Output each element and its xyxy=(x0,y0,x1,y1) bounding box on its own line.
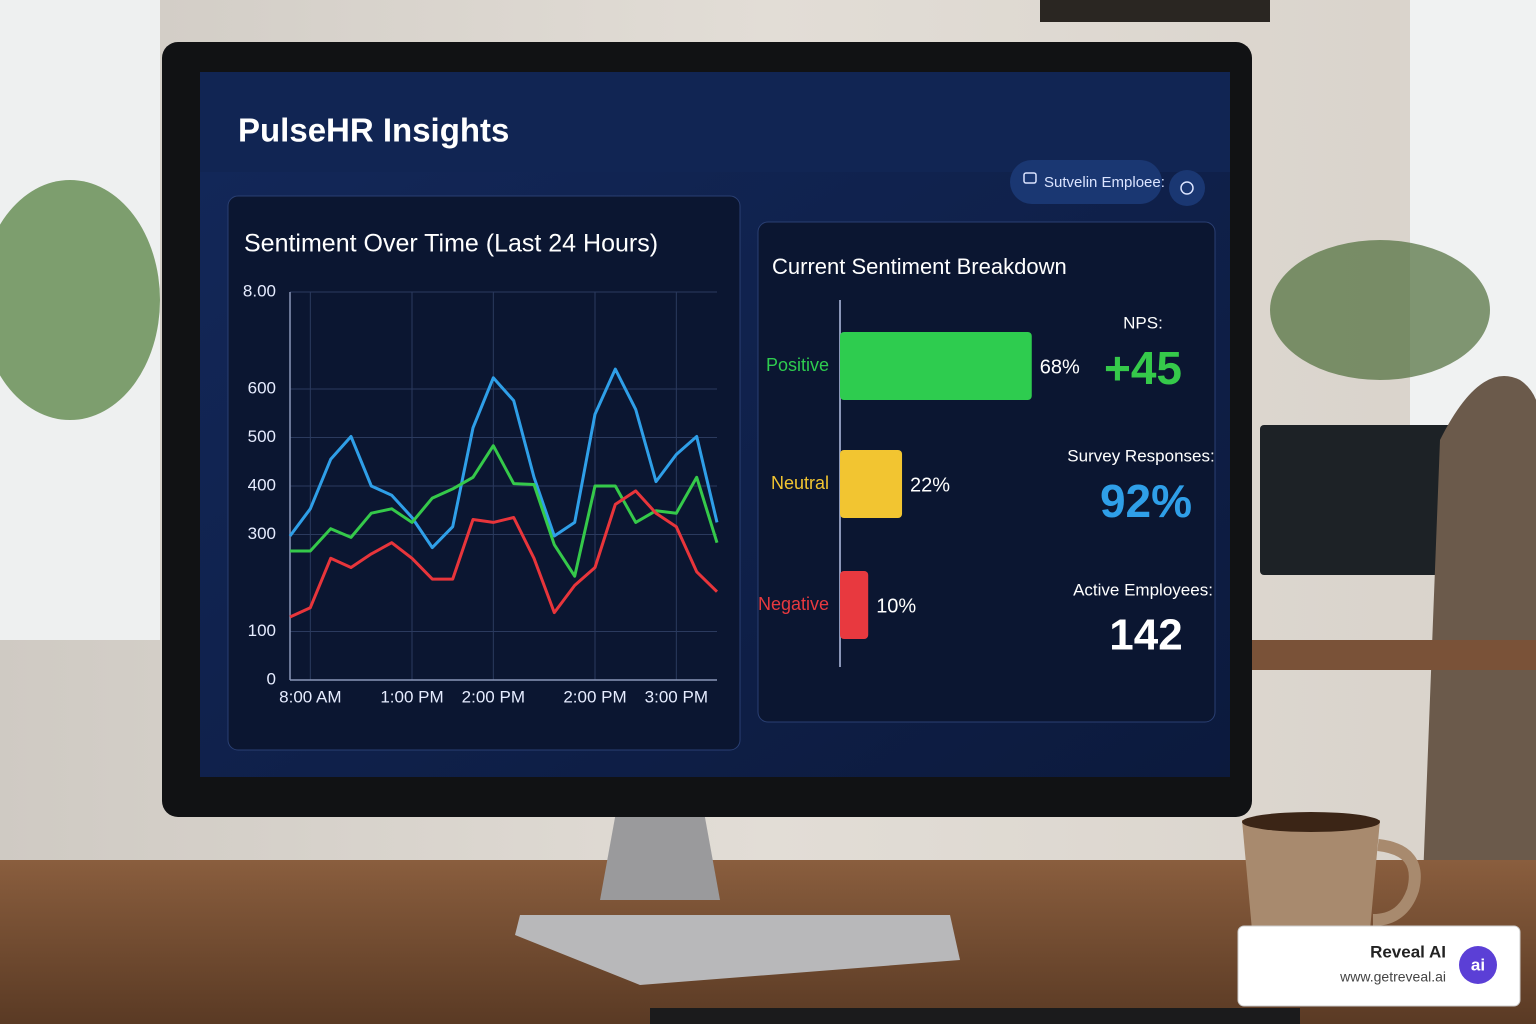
stat-label: Active Employees: xyxy=(1073,580,1213,599)
monitor-stand xyxy=(600,790,720,900)
keyboard xyxy=(650,1008,1300,1024)
chat-icon xyxy=(1023,172,1037,184)
badge-url: www.getreveal.ai xyxy=(1339,969,1446,985)
background-monitor xyxy=(1260,425,1455,575)
y-tick-label: 300 xyxy=(248,524,276,543)
stat-label: NPS: xyxy=(1123,313,1163,332)
bar xyxy=(840,571,869,639)
chart-title: Current Sentiment Breakdown xyxy=(772,254,1067,279)
plant xyxy=(0,180,160,420)
panel xyxy=(227,195,741,751)
bar xyxy=(840,332,1032,400)
icon-button[interactable] xyxy=(1169,170,1205,206)
line-series xyxy=(288,367,719,550)
header-bar xyxy=(200,72,1230,172)
value-label: 10% xyxy=(876,595,916,617)
badge-logo-text: ai xyxy=(1471,955,1485,974)
badge-logo xyxy=(1459,946,1497,984)
y-tick-label: 500 xyxy=(248,427,276,446)
category-label: Positive xyxy=(766,355,829,375)
stat-value: 142 xyxy=(1109,611,1182,660)
bar xyxy=(840,450,903,518)
badge-name: Reveal AI xyxy=(1370,942,1446,961)
monitor-base xyxy=(515,915,960,985)
search-icon xyxy=(1180,181,1194,195)
x-tick-label: 3:00 PM xyxy=(645,687,708,706)
value-label: 22% xyxy=(910,474,950,496)
charts: 0 100 300 400 500 600 8.00 8:00 AM 1:00 PM 2:00 P… xyxy=(243,281,1080,706)
coffee-cup xyxy=(1242,820,1380,940)
x-tick-label: 8:00 AM xyxy=(279,687,341,706)
value-label: 68% xyxy=(1040,356,1080,378)
ceiling-lamp xyxy=(1040,0,1270,22)
stat-value: +45 xyxy=(1104,342,1182,394)
button-label[interactable]: Sutvelin Emploee: xyxy=(1044,174,1165,191)
y-tick-label: 100 xyxy=(248,621,276,640)
button[interactable] xyxy=(1010,160,1162,204)
stat-value: 92% xyxy=(1100,475,1192,527)
y-tick-label: 600 xyxy=(248,378,276,397)
line-series xyxy=(289,489,719,619)
badge[interactable] xyxy=(1237,925,1521,1007)
y-tick-label: 8.00 xyxy=(243,281,276,300)
x-tick-label: 2:00 PM xyxy=(462,687,525,706)
coffee xyxy=(1242,812,1380,832)
line-series xyxy=(290,444,719,578)
x-tick-label: 2:00 PM xyxy=(563,687,626,706)
stat-label: Survey Responses: xyxy=(1067,446,1214,465)
plant xyxy=(1270,240,1490,380)
category-label: Neutral xyxy=(771,473,829,493)
chart-title: Sentiment Over Time (Last 24 Hours) xyxy=(244,230,658,258)
x-tick-label: 1:00 PM xyxy=(380,687,443,706)
app-title: PulseHR Insights xyxy=(238,112,509,149)
category-label: Negative xyxy=(758,594,829,614)
y-tick-label: 400 xyxy=(248,475,276,494)
cup-handle xyxy=(1372,839,1421,926)
y-tick-label: 0 xyxy=(267,669,276,688)
